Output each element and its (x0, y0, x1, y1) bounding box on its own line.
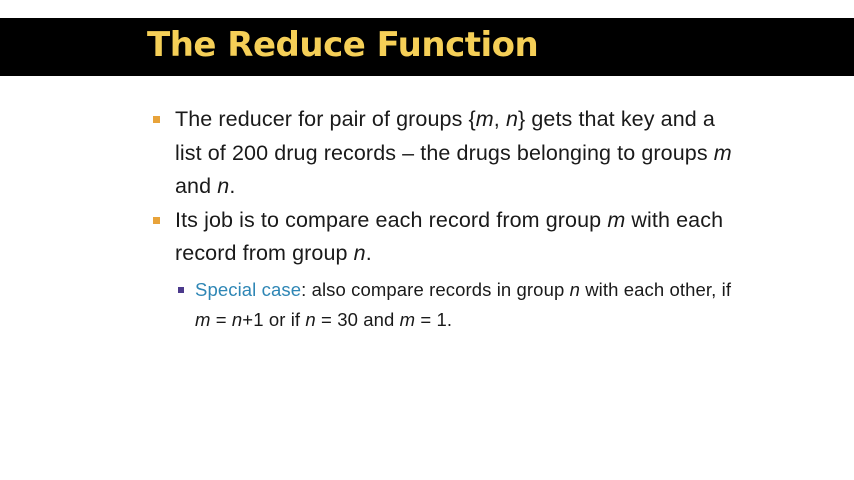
variable-m: m (195, 308, 211, 330)
variable-n: n (353, 241, 366, 265)
text-run: = (210, 308, 232, 330)
square-bullet-icon (153, 116, 160, 123)
text-run: Its job is to compare each record from g… (175, 207, 608, 232)
text-run: = 30 and (315, 308, 400, 330)
variable-n: n (217, 174, 230, 198)
variable-m: m (713, 140, 732, 165)
special-case-highlight: Special case (195, 278, 302, 300)
variable-n: n (305, 308, 316, 330)
sub-bullet-list: Special case: also compare records in gr… (175, 275, 733, 335)
sub-bullet-item: Special case: also compare records in gr… (175, 275, 733, 335)
text-run: = 1. (415, 308, 453, 330)
bullet-text: The reducer for pair of groups {m, n} ge… (175, 107, 732, 198)
sub-bullet-text: Special case: also compare records in gr… (195, 279, 731, 330)
text-run: The reducer for pair of groups { (175, 107, 476, 131)
slide-title: The Reduce Function (147, 25, 539, 65)
text-run: and (175, 174, 218, 198)
square-bullet-icon (153, 216, 160, 224)
bullet-list: The reducer for pair of groups {m, n} ge… (153, 103, 733, 335)
square-sub-bullet-icon (178, 286, 184, 293)
text-run: , (493, 107, 506, 131)
title-bar (0, 18, 854, 76)
text-run: with each record from group (175, 207, 724, 266)
bullet-text: Its job is to compare each record from g… (175, 208, 723, 266)
text-run: : also compare records in group (301, 278, 570, 300)
text-run: . (229, 174, 236, 198)
variable-n: n (505, 107, 519, 131)
variable-m: m (607, 207, 626, 232)
variable-n: n (231, 308, 243, 330)
variable-m: m (399, 308, 416, 330)
text-run: +1 or if (242, 308, 306, 330)
variable-n: n (569, 278, 580, 300)
text-run: } gets that key and a list of 200 drug r… (175, 107, 715, 165)
text-run: with each other, if (579, 278, 732, 300)
text-run: . (365, 241, 372, 265)
bullet-item: Its job is to compare each record from g… (153, 204, 733, 335)
variable-m: m (475, 107, 494, 131)
bullet-item: The reducer for pair of groups {m, n} ge… (153, 103, 733, 204)
